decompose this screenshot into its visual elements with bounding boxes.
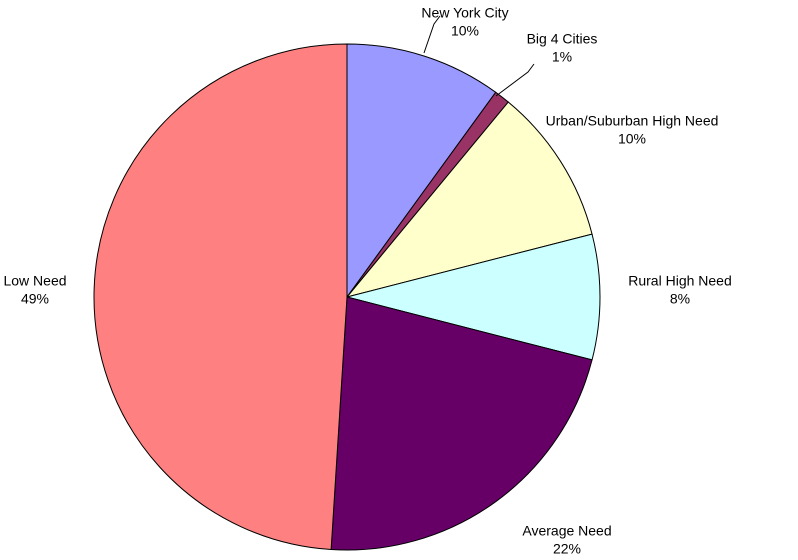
leader-line (423, 15, 441, 54)
pie-slice (346, 43, 497, 299)
slice-label: Big 4 Cities (527, 31, 598, 47)
slice-value-label: 49% (21, 291, 49, 307)
slice-label: Average Need (522, 523, 611, 539)
slice-label: Low Need (3, 273, 66, 289)
slice-label: Urban/Suburban High Need (546, 113, 719, 129)
pie-slice (330, 296, 593, 551)
slice-value-label: 10% (451, 23, 479, 39)
slice-value-label: 1% (552, 49, 572, 65)
pie-slice (345, 101, 593, 298)
pie-slice (93, 43, 348, 551)
slice-label: Rural High Need (628, 273, 732, 289)
slice-label: New York City (421, 5, 508, 21)
slice-value-label: 22% (553, 541, 581, 555)
slice-value-label: 8% (670, 291, 690, 307)
slice-value-label: 10% (618, 131, 646, 147)
leader-line (495, 63, 535, 97)
pie-slice (346, 233, 601, 361)
